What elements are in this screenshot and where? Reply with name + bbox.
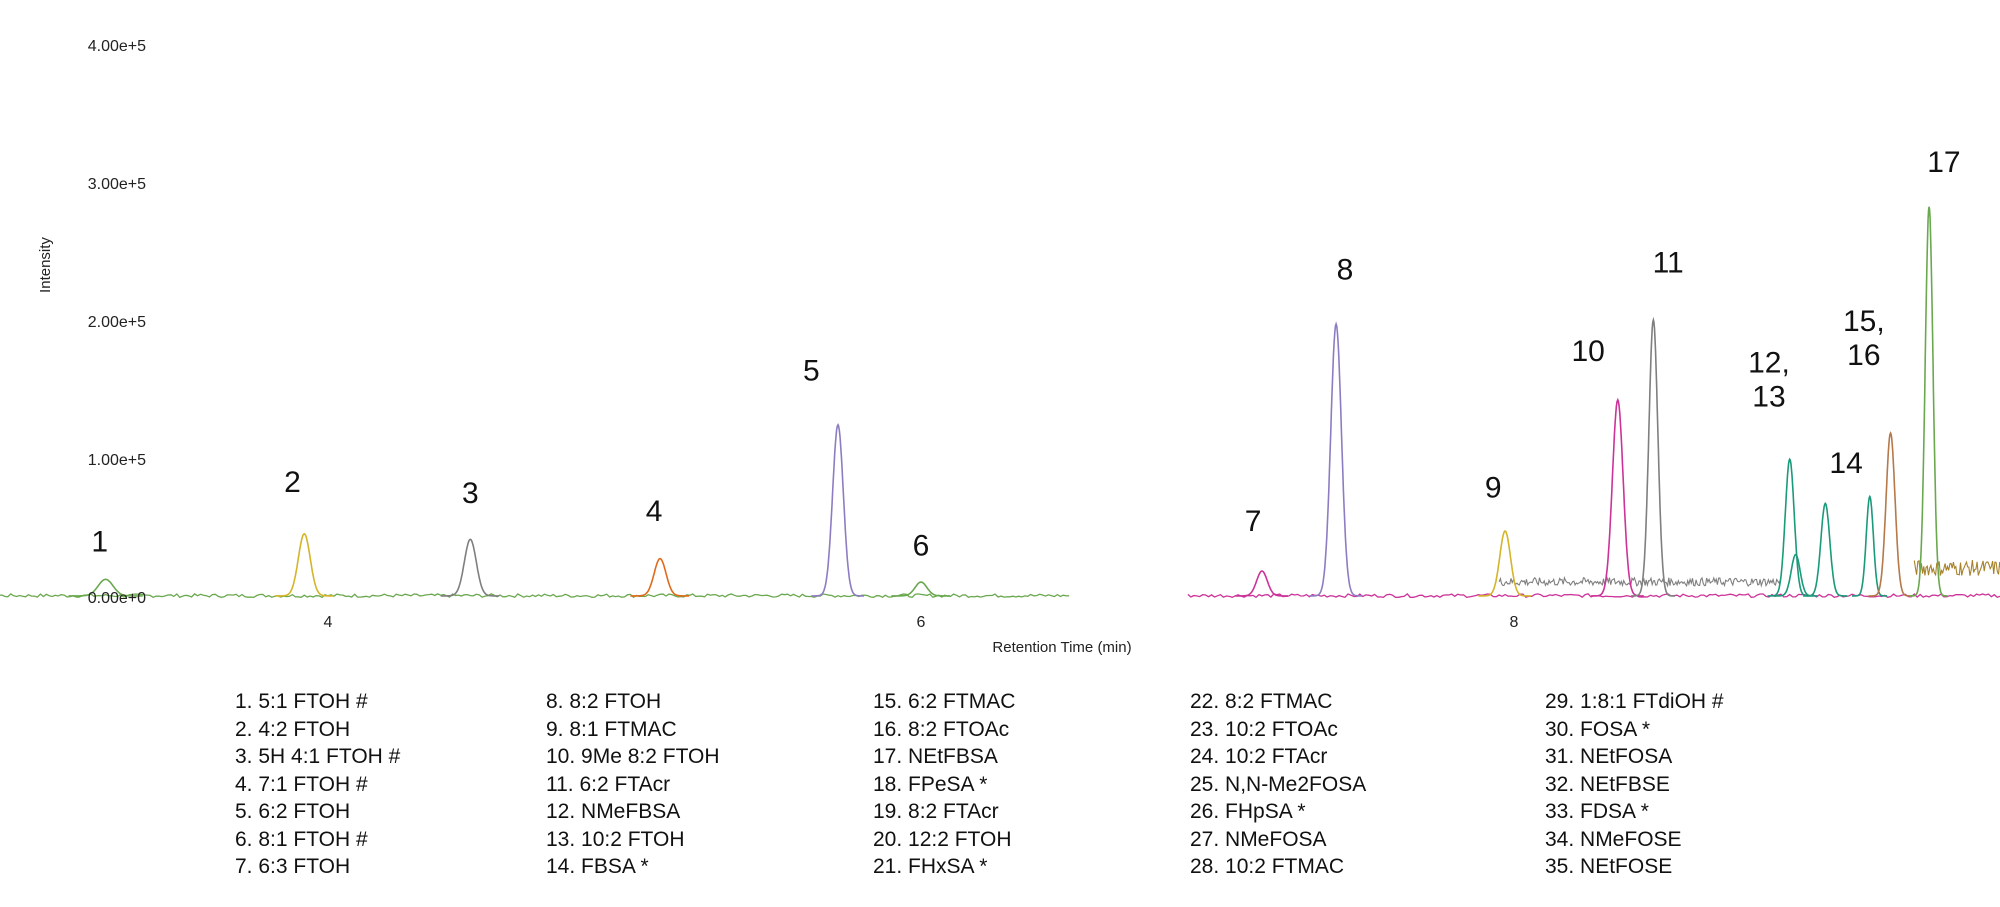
legend-item: 16. 8:2 FTOAc: [873, 717, 1010, 741]
peak-14: [1803, 501, 1847, 597]
x-tick-label: 4: [324, 614, 333, 631]
peak-labels: 123456789101112,131415,161718192021,22,2…: [91, 146, 1960, 563]
peak-label: 11: [1653, 247, 1684, 280]
x-axis-title: Retention Time (min): [992, 639, 1131, 656]
legend-item: 24. 10:2 FTAcr: [1190, 745, 1328, 768]
legend-item: 35. NEtFOSE: [1545, 855, 1673, 878]
x-tick-label: 8: [1510, 614, 1519, 631]
peak-3: [440, 538, 500, 597]
legend-item: 25. N,N-Me2FOSA: [1190, 772, 1367, 796]
noise-trace-2: [1913, 560, 2000, 577]
legend-item: 18. FPeSA *: [873, 772, 988, 796]
legend-item: 10. 9Me 8:2 FTOH: [546, 745, 720, 768]
peak-4: [630, 557, 689, 597]
legend-column-2: 8. 8:2 FTOH 9. 8:1 FTMAC 10. 9Me 8:2 FTOH 1…: [546, 688, 720, 881]
peak-10: [1591, 397, 1644, 597]
peak-8: [1309, 321, 1363, 597]
peak-9: [1478, 530, 1532, 597]
legend-item: 12. NMeFBSA: [546, 800, 681, 823]
x-axis-ticks: 468101214: [324, 614, 1519, 631]
peak-13: [1773, 553, 1818, 597]
peak-1: [68, 578, 143, 597]
legend-item: 11. 6:2 FTAcr: [546, 772, 671, 796]
peak-label: 15,: [1843, 305, 1885, 338]
legend-item: 15. 6:2 FTMAC: [873, 690, 1016, 713]
legend-item: 17. NEtFBSA: [873, 745, 998, 768]
legend-item: 20. 12:2 FTOH: [873, 827, 1012, 851]
peak-label: 16: [1847, 339, 1880, 372]
peak-label: 9: [1485, 472, 1502, 505]
y-tick-label: 0.00e+0: [88, 590, 146, 607]
peak-label: 14: [1829, 447, 1862, 480]
peak-label: 12,: [1748, 347, 1790, 380]
legend-item: 4. 7:1 FTOH #: [235, 772, 368, 796]
chromatogram-chart: 0.00e+0 1.00e+5 2.00e+5 3.00e+5 4.00e+5 4 6 8 1…: [0, 38, 2000, 656]
legend-item: 22. 8:2 FTMAC: [1190, 690, 1333, 713]
legend-item: 27. NMeFOSA: [1190, 827, 1327, 851]
legend-column-3: 15. 6:2 FTMAC 16. 8:2 FTOAc 17. NEtFBSA 18.…: [873, 688, 1015, 881]
peak-6: [891, 581, 950, 597]
y-tick-label: 1.00e+5: [88, 452, 146, 469]
peak-label: 13: [1752, 381, 1785, 414]
peak-5: [811, 423, 864, 597]
legend-column-5: 29. 1:8:1 FTdiOH # 30. FOSA * 31. NEtFOSA 3…: [1545, 688, 1724, 881]
peak-label: 8: [1337, 254, 1354, 287]
legend-item: 1. 5:1 FTOH #: [235, 690, 368, 713]
peak-14b: [1852, 494, 1888, 597]
y-axis-title: Intensity: [37, 237, 54, 293]
peak-label: 6: [913, 530, 930, 563]
legend-item: 13. 10:2 FTOH: [546, 827, 685, 851]
peak-7: [1235, 570, 1288, 597]
legend-item: 30. FOSA *: [1545, 717, 1651, 741]
y-tick-label: 4.00e+5: [88, 38, 146, 55]
legend-item: 19. 8:2 FTAcr: [873, 800, 999, 823]
legend-item: 7. 6:3 FTOH: [235, 855, 351, 878]
legend-item: 32. NEtFBSE: [1545, 772, 1670, 796]
chromatogram-traces: [0, 206, 2000, 599]
peak-label: 2: [284, 466, 301, 499]
y-tick-label: 2.00e+5: [88, 314, 146, 331]
legend-item: 2. 4:2 FTOH: [235, 717, 351, 741]
legend-item: 34. NMeFOSE: [1545, 827, 1682, 851]
legend-item: 21. FHxSA *: [873, 855, 988, 878]
x-tick-label: 6: [917, 614, 926, 631]
peak-label: 3: [462, 477, 479, 510]
peak-label: 7: [1245, 505, 1262, 538]
peak-15: [1868, 431, 1913, 597]
noise-trace-1: [1498, 575, 1781, 588]
legend-item: 5. 6:2 FTOH: [235, 800, 351, 823]
legend-item: 9. 8:1 FTMAC: [546, 717, 677, 741]
legend-column-1: 1. 5:1 FTOH # 2. 4:2 FTOH 3. 5H 4:1 FTOH #…: [235, 688, 400, 881]
compound-legend: 1. 5:1 FTOH # 2. 4:2 FTOH 3. 5H 4:1 FTOH #…: [0, 688, 2000, 898]
legend-item: 31. NEtFOSA: [1545, 745, 1673, 768]
legend-item: 26. FHpSA *: [1190, 800, 1306, 823]
legend-item: 33. FDSA *: [1545, 800, 1649, 823]
legend-item: 3. 5H 4:1 FTOH #: [235, 745, 401, 768]
peak-17: [1909, 206, 1948, 597]
legend-item: 14. FBSA *: [546, 855, 649, 878]
peak-label: 17: [1927, 146, 1960, 179]
peak-12: [1767, 457, 1812, 597]
legend-item: 28. 10:2 FTMAC: [1190, 855, 1345, 878]
y-axis-ticks: 0.00e+0 1.00e+5 2.00e+5 3.00e+5 4.00e+5: [88, 38, 146, 607]
peak-label: 10: [1571, 335, 1604, 368]
y-tick-label: 3.00e+5: [88, 176, 146, 193]
peak-label: 1: [91, 525, 108, 558]
peak-label: 5: [803, 354, 820, 387]
legend-item: 29. 1:8:1 FTdiOH #: [1545, 690, 1724, 713]
peak-2: [274, 532, 334, 597]
legend-item: 6. 8:1 FTOH #: [235, 827, 368, 851]
legend-item: 8. 8:2 FTOH: [546, 690, 662, 713]
peak-label: 4: [646, 495, 663, 528]
legend-column-4: 22. 8:2 FTMAC 23. 10:2 FTOAc 24. 10:2 FTAc…: [1190, 688, 1366, 881]
legend-item: 23. 10:2 FTOAc: [1190, 717, 1338, 741]
baseline-segment-1: [0, 593, 1070, 599]
peak-11: [1631, 316, 1675, 597]
